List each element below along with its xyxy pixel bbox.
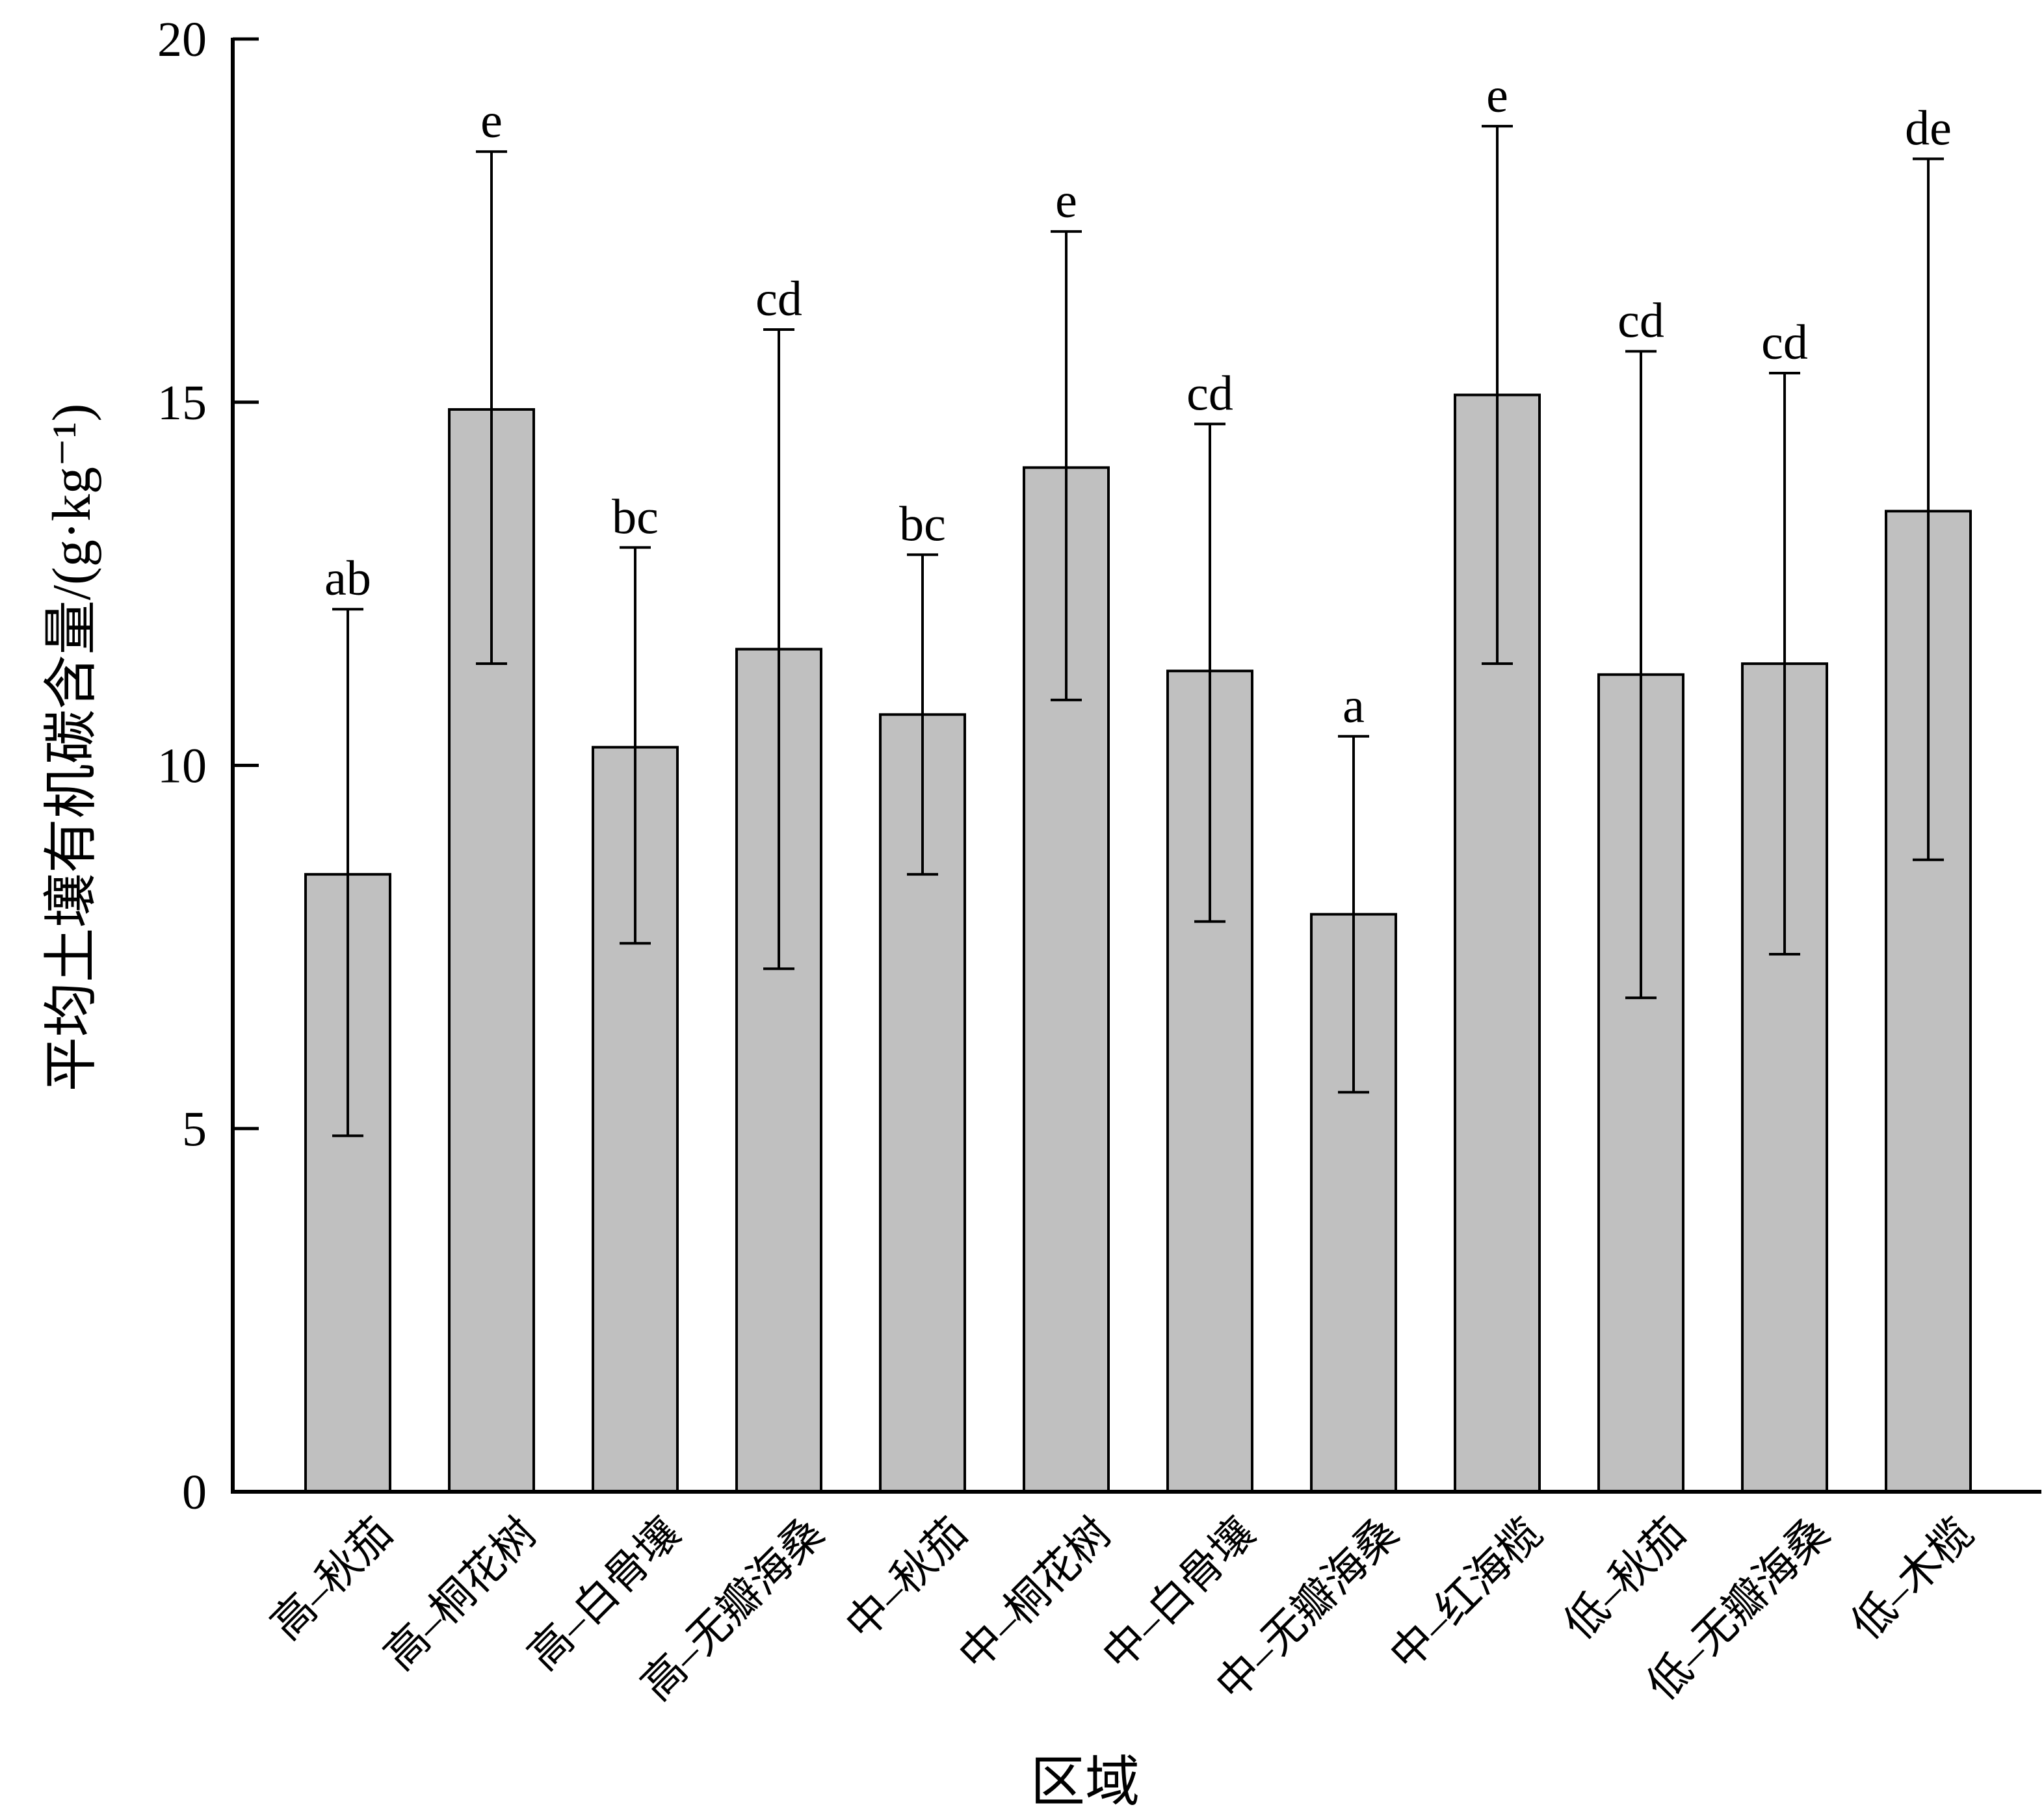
significance-labels-layer: ab e bc cd bc e cd a e cd cd de: [324, 68, 1952, 733]
error-bar: [907, 553, 938, 876]
x-category-label: 中–桐花树: [950, 1509, 1121, 1680]
error-bar: [1769, 372, 1800, 956]
significance-label: cd: [1186, 366, 1233, 421]
x-category-label: 中–红海榄: [1382, 1509, 1552, 1680]
error-bar: [620, 546, 651, 945]
y-ticks-layer: 0 5 10 15 20: [157, 12, 259, 1520]
x-category-label: 低–木榄: [1842, 1509, 1982, 1649]
bar: [735, 647, 822, 1494]
y-tick-label: 0: [182, 1465, 207, 1520]
y-tick-label: 15: [157, 376, 207, 430]
error-bar: [1338, 734, 1369, 1094]
significance-label: bc: [612, 489, 659, 544]
y-axis-title: 平均土壤有机碳含量/(g·kg⁻¹): [42, 404, 102, 1092]
error-bar: [332, 608, 363, 1138]
x-axis-title: 区域: [1030, 1752, 1140, 1813]
error-bar: [1913, 157, 1944, 861]
significance-label: bc: [899, 497, 946, 551]
significance-label: e: [1486, 68, 1508, 123]
significance-label: a: [1343, 679, 1365, 733]
x-category-label: 低–秋茄: [1555, 1509, 1695, 1649]
error-bar: [476, 150, 507, 666]
significance-label: de: [1905, 101, 1952, 155]
error-bar: [1051, 230, 1082, 701]
significance-label: e: [1055, 174, 1077, 228]
y-tick-label: 10: [157, 739, 207, 794]
x-category-label: 中–秋茄: [837, 1509, 976, 1649]
error-bar: [763, 328, 794, 970]
significance-label: cd: [755, 272, 802, 326]
error-bar: [1625, 350, 1657, 1000]
significance-label: cd: [1618, 294, 1664, 348]
error-bars-layer: [332, 125, 1944, 1138]
significance-label: ab: [324, 551, 371, 606]
error-bar: [1194, 422, 1225, 923]
x-category-label: 高–桐花树: [376, 1509, 546, 1680]
y-tick-label: 5: [182, 1102, 207, 1156]
y-tick-label: 20: [157, 12, 207, 67]
error-bar: [1482, 125, 1513, 666]
significance-label: cd: [1761, 315, 1808, 370]
bars-layer: [304, 393, 1972, 1494]
x-category-label: 高–秋茄: [262, 1509, 402, 1649]
significance-label: e: [480, 94, 503, 148]
